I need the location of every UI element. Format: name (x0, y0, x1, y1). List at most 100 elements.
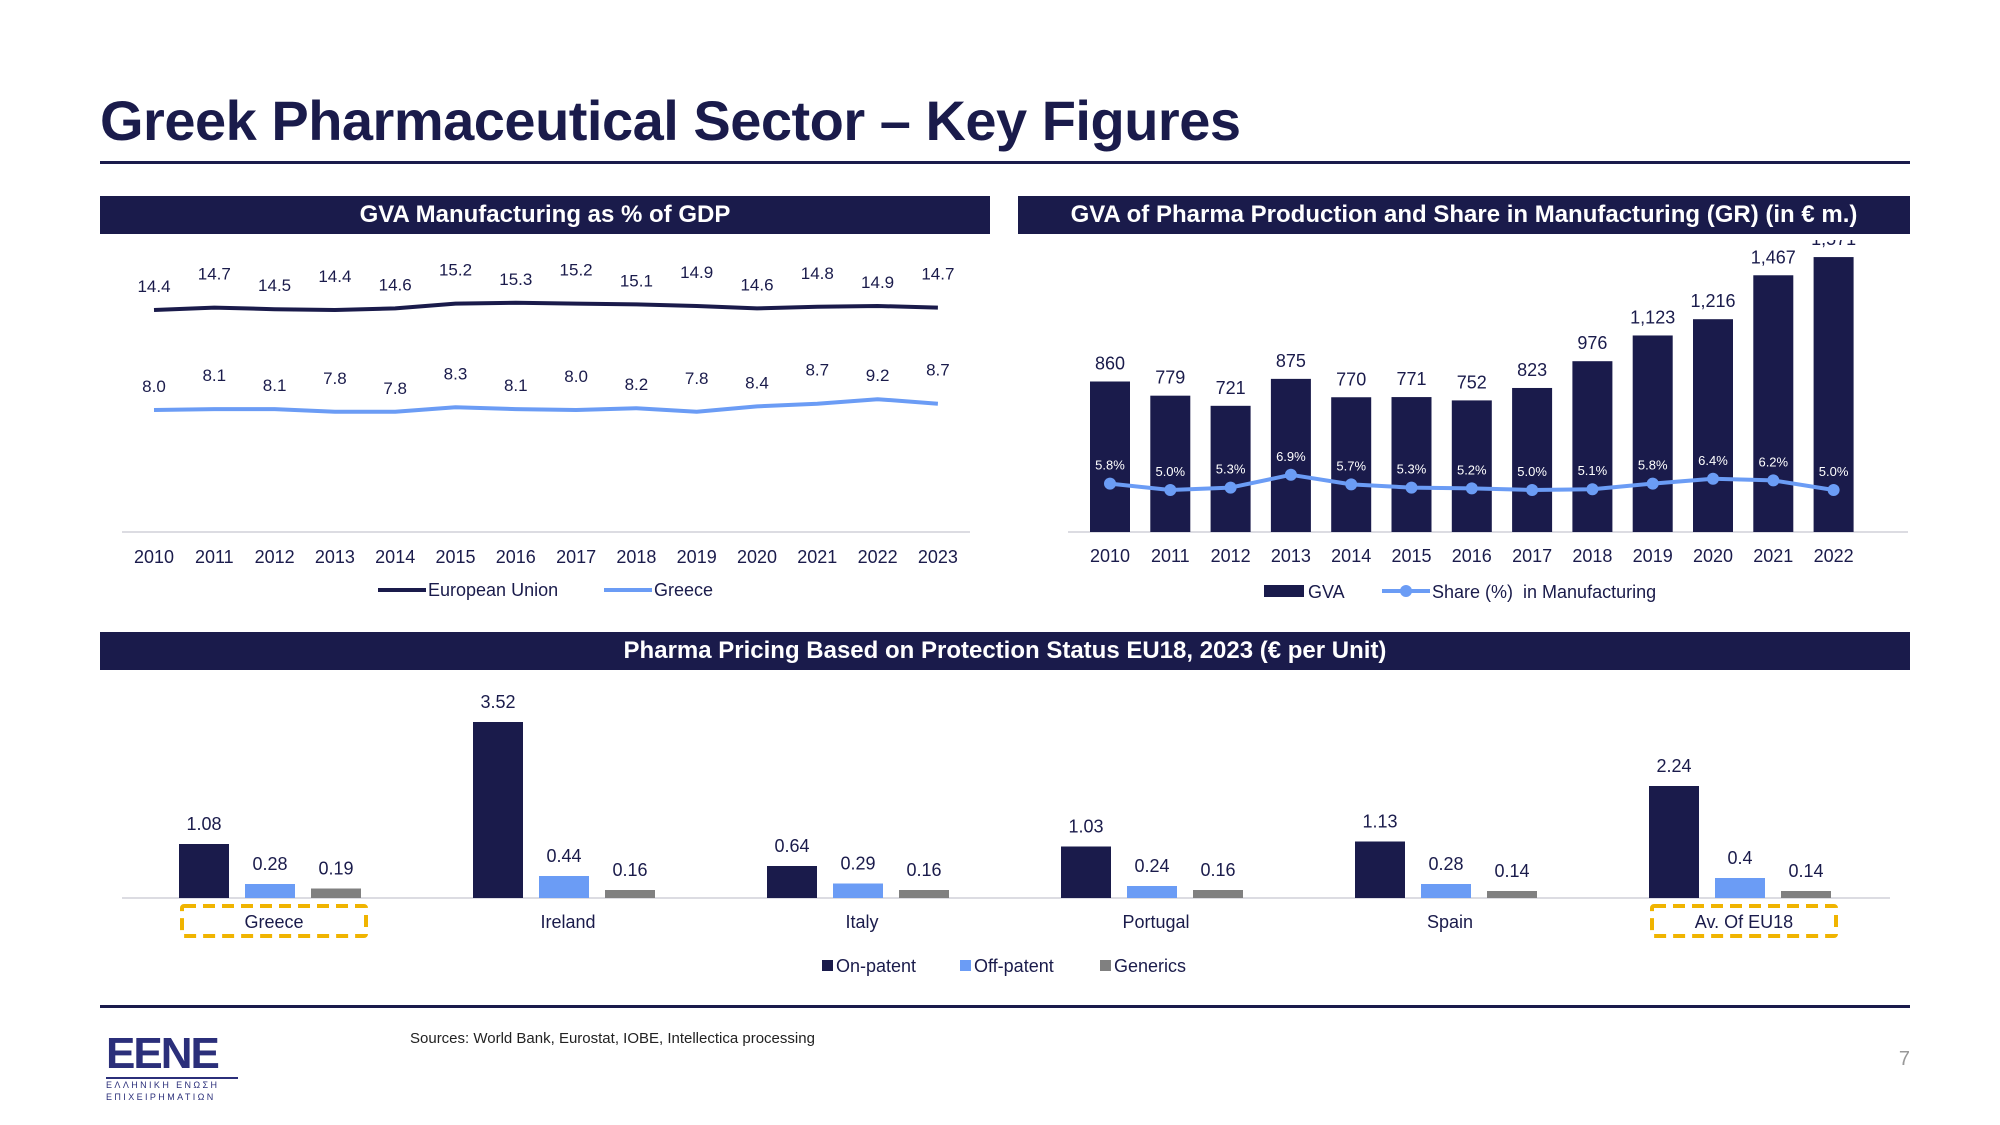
x-tick-label: 2015 (1391, 546, 1431, 566)
price-value-label: 1.13 (1362, 812, 1397, 832)
x-tick-label: 2021 (797, 547, 837, 567)
gva-value-label: 875 (1276, 351, 1306, 371)
x-tick-label: 2013 (315, 547, 355, 567)
gva-value-label: 779 (1155, 368, 1185, 388)
page-number: 7 (1898, 1048, 1910, 1070)
gva-bar (1753, 275, 1794, 532)
data-label: 8.1 (263, 376, 287, 395)
legend-swatch (960, 960, 971, 971)
price-bar (1781, 891, 1831, 898)
x-tick-label: 2016 (496, 547, 536, 567)
x-tick-label: 2018 (1572, 546, 1612, 566)
gva-value-label: 976 (1577, 333, 1607, 353)
share-point (1707, 472, 1719, 485)
price-bar (1487, 891, 1537, 898)
gva-bar (1391, 397, 1432, 532)
price-value-label: 0.14 (1494, 861, 1529, 881)
price-value-label: 1.08 (186, 814, 221, 834)
price-value-label: 0.19 (318, 859, 353, 879)
chart2-header: GVA of Pharma Production and Share in Ma… (1018, 196, 1910, 234)
data-label: 8.1 (504, 376, 528, 395)
share-point (1646, 477, 1659, 490)
legend-label: Off-patent (974, 956, 1054, 976)
share-value-label: 5.7% (1336, 458, 1366, 473)
gva-value-label: 771 (1396, 369, 1426, 389)
share-point (1405, 481, 1418, 494)
data-label: 8.7 (805, 361, 829, 380)
x-tick-label: 2011 (195, 547, 234, 567)
share-value-label: 5.0% (1155, 464, 1185, 479)
legend-label-greece: Greece (654, 580, 713, 600)
gva-bar (1210, 405, 1251, 532)
data-label: 8.7 (926, 361, 950, 380)
x-tick-label: 2017 (1512, 546, 1552, 566)
data-label: 14.7 (198, 265, 231, 284)
x-tick-label: 2019 (1633, 546, 1673, 566)
data-label: 14.6 (379, 275, 412, 294)
page-title: Greek Pharmaceutical Sector – Key Figure… (100, 89, 1241, 152)
legend-label-share: Share (%) in Manufacturing (1432, 582, 1656, 602)
price-value-label: 0.16 (906, 860, 941, 880)
logo-line-2: ΕΠΙΧΕΙΡΗΜΑΤΙΩΝ (106, 1092, 216, 1102)
share-point (1767, 474, 1780, 487)
gva-value-label: 1,467 (1751, 247, 1796, 267)
x-tick-label: 2019 (677, 547, 717, 567)
x-tick-label: 2022 (858, 547, 898, 567)
x-tick-label: 2023 (918, 547, 958, 567)
price-bar (833, 883, 883, 898)
data-label: 8.0 (564, 367, 588, 386)
data-label: 8.0 (142, 377, 166, 396)
share-value-label: 5.0% (1819, 464, 1849, 479)
data-label: 14.4 (137, 277, 170, 296)
x-tick-label: 2010 (134, 547, 174, 567)
price-bar (1715, 878, 1765, 898)
price-value-label: 0.16 (1200, 860, 1235, 880)
data-label: 7.8 (323, 369, 347, 388)
data-label: 7.8 (383, 379, 407, 398)
price-value-label: 0.28 (252, 854, 287, 874)
price-bar (1193, 890, 1243, 898)
highlight-box (180, 904, 368, 938)
data-label: 15.2 (439, 261, 472, 280)
share-point (1224, 481, 1237, 494)
gva-bar (1451, 400, 1492, 532)
gva-value-label: 1,216 (1690, 291, 1735, 311)
price-bar (1649, 786, 1699, 898)
price-value-label: 1.03 (1068, 817, 1103, 837)
price-value-label: 0.64 (774, 836, 809, 856)
data-label: 8.1 (202, 366, 226, 385)
x-tick-label: 2010 (1090, 546, 1130, 566)
share-point (1104, 477, 1116, 490)
legend-label-eu: European Union (428, 580, 558, 600)
price-value-label: 0.44 (546, 846, 581, 866)
gva-bar (1090, 381, 1130, 532)
x-tick-label: 2011 (1151, 546, 1190, 566)
share-point (1345, 478, 1358, 491)
data-label: 14.5 (258, 276, 291, 295)
share-point (1284, 468, 1297, 481)
share-value-label: 5.2% (1457, 462, 1487, 477)
share-point (1827, 484, 1840, 496)
price-value-label: 0.14 (1788, 861, 1823, 881)
data-label: 14.8 (801, 264, 834, 283)
price-bar (899, 890, 949, 898)
gva-bar (1150, 395, 1191, 532)
gva-value-label: 823 (1517, 360, 1547, 380)
x-tick-label: 2015 (435, 547, 475, 567)
price-bar (1355, 841, 1405, 898)
x-tick-label: 2012 (255, 547, 295, 567)
data-label: 7.8 (685, 369, 709, 388)
price-bar (1127, 886, 1177, 898)
gva-bar (1331, 397, 1372, 532)
price-bar (605, 890, 655, 898)
data-label: 14.4 (318, 267, 351, 286)
x-tick-label: 2021 (1753, 546, 1793, 566)
logo-mark: EENE (106, 1029, 220, 1078)
category-label: Greece (244, 912, 303, 932)
data-label: 8.2 (625, 375, 649, 394)
share-value-label: 5.1% (1578, 463, 1608, 478)
price-value-label: 0.4 (1727, 848, 1752, 868)
share-value-label: 5.3% (1216, 462, 1246, 477)
gva-bar (1693, 319, 1733, 532)
x-tick-label: 2012 (1211, 546, 1251, 566)
